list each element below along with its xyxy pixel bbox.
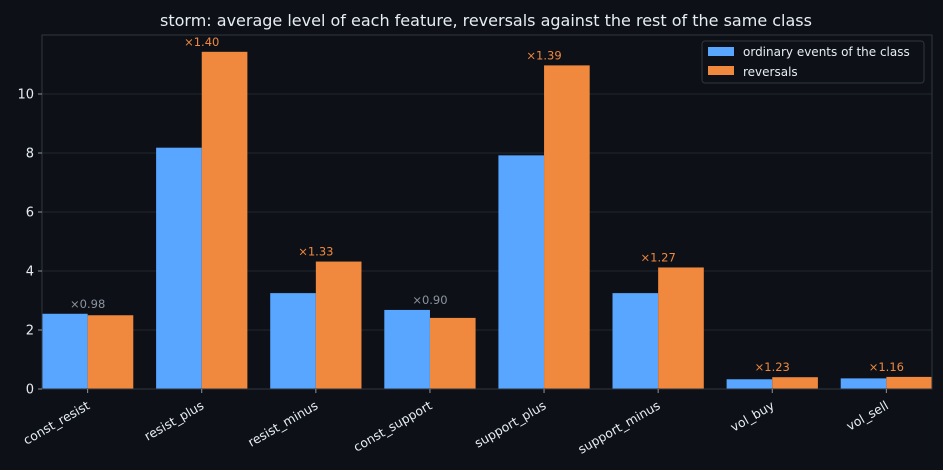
legend-swatch-reversals [708,66,734,75]
ratio-annotations: ×0.98 ×1.40 ×1.33 ×0.90 ×1.39 ×1.27 ×1.23 ×1.16 [70,35,904,374]
bar-reversals-resist_minus [315,261,362,389]
y-tick-label: 10 [17,88,34,103]
ratio-annotation: ×0.90 [412,293,447,307]
bar-reversals-const_support [429,317,476,389]
chart-title: storm: average level of each feature, re… [160,11,812,30]
y-tick-label: 2 [26,324,34,339]
ratio-annotation: ×0.98 [70,297,105,311]
bar-reversals-vol_sell [886,376,932,389]
bar-ordinary-const_support [384,309,430,389]
ratio-annotation: ×1.23 [755,360,790,374]
legend-box [701,40,925,84]
bar-ordinary-resist_minus [270,293,316,389]
ratio-annotation: ×1.40 [184,35,219,49]
bar-ordinary-resist_plus [156,147,202,389]
bar-reversals-resist_plus [201,51,248,389]
bars [42,51,932,389]
legend: ordinary events of the class reversals [701,40,925,84]
y-tick-label: 8 [26,147,34,162]
ratio-annotation: ×1.16 [869,360,904,374]
bar-ordinary-support_plus [498,155,545,389]
bar-ordinary-vol_sell [840,378,887,389]
y-tick-label: 4 [26,265,34,280]
y-tick-label: 6 [26,206,34,221]
legend-label-reversals: reversals [743,65,798,79]
y-axis: 0 2 4 6 8 10 [17,88,42,398]
bar-ordinary-const_resist [42,313,88,389]
bar-ordinary-vol_buy [726,379,773,389]
ratio-annotation: ×1.33 [298,245,333,259]
ratio-annotation: ×1.39 [526,48,561,62]
bar-reversals-const_resist [87,315,134,389]
legend-swatch-ordinary [708,47,734,56]
legend-label-ordinary: ordinary events of the class [743,45,910,59]
bar-reversals-support_plus [544,65,590,389]
ratio-annotation: ×1.27 [641,250,676,264]
bar-reversals-vol_buy [772,377,818,389]
bar-ordinary-support_minus [612,293,659,389]
bar-reversals-support_minus [658,267,704,389]
y-tick-label: 0 [26,383,34,398]
